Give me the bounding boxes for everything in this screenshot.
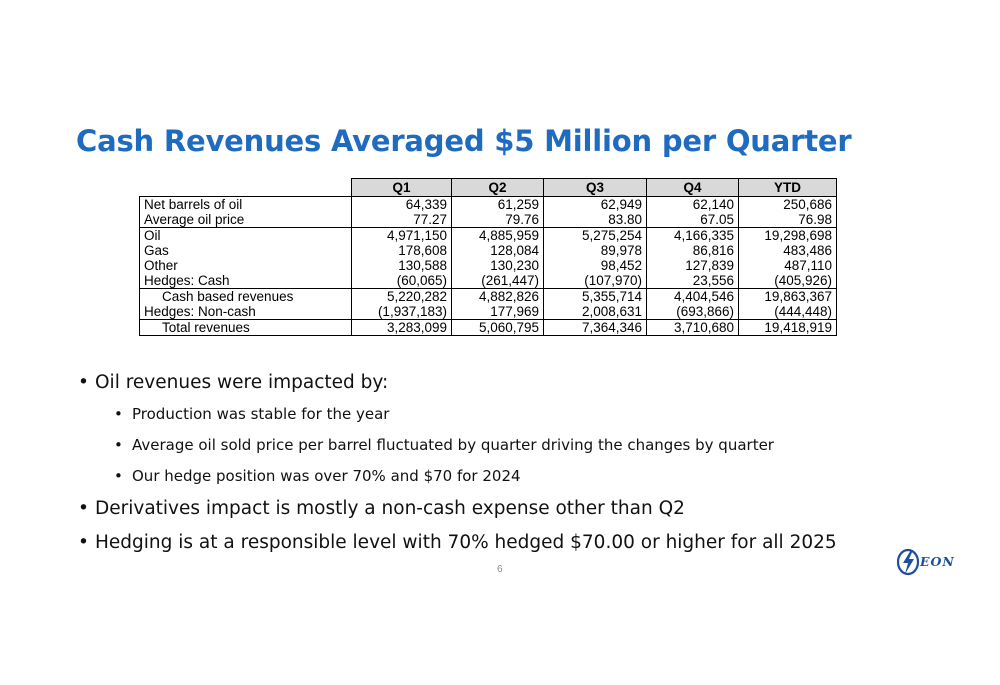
cell-q1: 4,971,150: [351, 227, 452, 243]
bullet-dot-icon: •: [78, 532, 89, 553]
cell-q3: 98,452: [543, 258, 647, 273]
row-label: Cash based revenues: [139, 288, 352, 304]
bullet-dot-icon: •: [114, 467, 123, 485]
logo-text: EON: [920, 554, 955, 569]
row-label: Net barrels of oil: [139, 196, 352, 212]
header-q2: Q2: [451, 178, 544, 197]
bullet-text: Oil revenues were impacted by:: [95, 372, 389, 393]
cell-q4: 4,166,335: [646, 227, 739, 243]
cell-q3: (107,970): [543, 273, 647, 289]
table-row: Cash based revenues 5,220,282 4,882,826 …: [139, 288, 837, 304]
cell-q4: 86,816: [646, 243, 739, 258]
cell-q2: 130,230: [451, 258, 544, 273]
sub-bullet-item: • Average oil sold price per barrel fluct…: [114, 436, 774, 454]
header-q4: Q4: [646, 178, 739, 197]
header-ytd: YTD: [738, 178, 837, 197]
bullet-item: • Oil revenues were impacted by:: [78, 372, 388, 393]
cell-q4: 67.05: [646, 212, 739, 228]
cell-q4: (693,866): [646, 304, 739, 320]
cell-q4: 62,140: [646, 196, 739, 212]
cell-q2: 79.76: [451, 212, 544, 228]
cell-q4: 4,404,546: [646, 288, 739, 304]
lightning-globe-icon: [896, 548, 920, 576]
header-q3: Q3: [543, 178, 647, 197]
sub-bullet-text: Our hedge position was over 70% and $70 …: [132, 467, 521, 485]
bullet-dot-icon: •: [78, 498, 89, 519]
cell-q3: 2,008,631: [543, 304, 647, 320]
cell-q2: (261,447): [451, 273, 544, 289]
cell-ytd: 19,418,919: [738, 319, 837, 336]
table-row: Net barrels of oil 64,339 61,259 62,949 …: [139, 196, 837, 212]
cell-q3: 5,355,714: [543, 288, 647, 304]
table-row: Oil 4,971,150 4,885,959 5,275,254 4,166,…: [139, 227, 837, 243]
cell-q2: 4,885,959: [451, 227, 544, 243]
cell-q2: 61,259: [451, 196, 544, 212]
table-row: Gas 178,608 128,084 89,978 86,816 483,48…: [139, 243, 837, 258]
sub-bullet-text: Production was stable for the year: [132, 405, 390, 423]
row-label: Gas: [139, 243, 352, 258]
sub-bullet-item: • Our hedge position was over 70% and $70…: [114, 467, 521, 485]
cell-ytd: 483,486: [738, 243, 837, 258]
cell-q1: 3,283,099: [351, 319, 452, 336]
cell-q2: 177,969: [451, 304, 544, 320]
header-q1: Q1: [351, 178, 452, 197]
slide-title: Cash Revenues Averaged $5 Million per Qu…: [76, 124, 852, 158]
row-label: Hedges: Cash: [139, 273, 352, 289]
header-blank: [140, 179, 352, 197]
bullet-dot-icon: •: [114, 405, 123, 423]
table-row: Hedges: Non-cash (1,937,183) 177,969 2,0…: [139, 304, 837, 320]
cell-q3: 5,275,254: [543, 227, 647, 243]
cell-q1: 178,608: [351, 243, 452, 258]
cell-ytd: 487,110: [738, 258, 837, 273]
cell-q2: 5,060,795: [451, 319, 544, 336]
row-label: Other: [139, 258, 352, 273]
cell-ytd: 76.98: [738, 212, 837, 228]
sub-bullet-text: Average oil sold price per barrel fluctu…: [132, 436, 774, 454]
cell-ytd: 19,863,367: [738, 288, 837, 304]
cell-ytd: (444,448): [738, 304, 837, 320]
row-label: Total revenues: [139, 319, 352, 336]
table-row: Hedges: Cash (60,065) (261,447) (107,970…: [139, 273, 837, 289]
cell-q1: (1,937,183): [351, 304, 452, 320]
row-label: Oil: [139, 227, 352, 243]
cell-q1: 77.27: [351, 212, 452, 228]
cell-q3: 7,364,346: [543, 319, 647, 336]
bullet-dot-icon: •: [114, 436, 123, 454]
cell-q4: 23,556: [646, 273, 739, 289]
company-logo: EON: [896, 548, 969, 576]
cell-q3: 83.80: [543, 212, 647, 228]
table-header-row: Q1 Q2 Q3 Q4 YTD: [140, 178, 837, 197]
cell-ytd: 19,298,698: [738, 227, 837, 243]
page-number: 6: [497, 564, 503, 575]
cell-q1: 5,220,282: [351, 288, 452, 304]
cell-q3: 62,949: [543, 196, 647, 212]
bullet-dot-icon: •: [78, 372, 89, 393]
cell-q2: 4,882,826: [451, 288, 544, 304]
sub-bullet-item: • Production was stable for the year: [114, 405, 389, 423]
cell-q4: 127,839: [646, 258, 739, 273]
cell-q1: 130,588: [351, 258, 452, 273]
row-label: Hedges: Non-cash: [139, 304, 352, 320]
cell-q1: 64,339: [351, 196, 452, 212]
bullet-text: Hedging is at a responsible level with 7…: [95, 532, 837, 553]
bullet-item: • Hedging is at a responsible level with …: [78, 532, 837, 553]
table-row: Average oil price 77.27 79.76 83.80 67.0…: [139, 212, 837, 228]
revenue-table: Q1 Q2 Q3 Q4 YTD Net barrels of oil 64,33…: [139, 178, 837, 336]
cell-q1: (60,065): [351, 273, 452, 289]
bullet-text: Derivatives impact is mostly a non-cash …: [95, 498, 685, 519]
cell-q4: 3,710,680: [646, 319, 739, 336]
cell-q2: 128,084: [451, 243, 544, 258]
cell-ytd: 250,686: [738, 196, 837, 212]
cell-q3: 89,978: [543, 243, 647, 258]
table-row: Total revenues 3,283,099 5,060,795 7,364…: [139, 319, 837, 336]
cell-ytd: (405,926): [738, 273, 837, 289]
row-label: Average oil price: [139, 212, 352, 228]
table-row: Other 130,588 130,230 98,452 127,839 487…: [139, 258, 837, 273]
bullet-item: • Derivatives impact is mostly a non-cash…: [78, 498, 685, 519]
